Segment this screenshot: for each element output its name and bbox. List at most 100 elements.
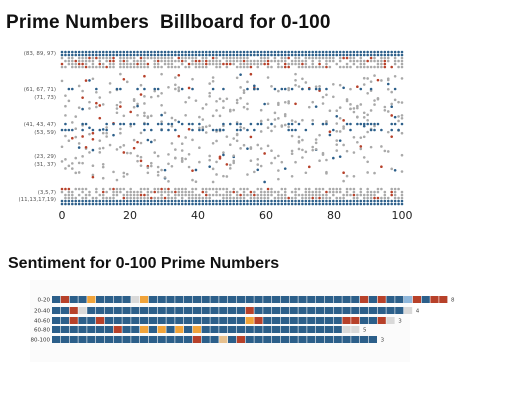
sentiment-tile bbox=[87, 326, 96, 333]
dot-marker bbox=[228, 199, 232, 203]
sentiment-tile bbox=[307, 307, 316, 314]
dot-marker bbox=[153, 138, 157, 142]
dot-marker bbox=[383, 62, 387, 66]
dot-marker bbox=[160, 72, 163, 76]
dot-marker bbox=[397, 196, 400, 200]
dot-marker bbox=[108, 59, 112, 63]
dot-marker bbox=[304, 187, 308, 191]
dot-marker bbox=[208, 53, 211, 57]
sentiment-tile bbox=[324, 296, 333, 303]
dot-marker bbox=[256, 196, 260, 200]
dot-marker bbox=[311, 119, 315, 122]
dot-marker bbox=[88, 79, 91, 82]
dot-marker bbox=[139, 93, 143, 96]
dot-marker bbox=[356, 106, 359, 110]
dot-marker bbox=[246, 199, 249, 203]
dot-marker bbox=[277, 177, 280, 181]
dot-marker bbox=[208, 82, 211, 85]
dot-marker bbox=[215, 99, 218, 103]
dot-marker bbox=[242, 91, 246, 95]
dot-marker bbox=[71, 196, 74, 200]
dot-marker bbox=[287, 56, 290, 60]
dot-marker bbox=[259, 119, 263, 123]
sentiment-tile bbox=[210, 296, 219, 303]
dot-marker bbox=[335, 122, 339, 125]
dot-marker bbox=[71, 53, 74, 57]
dot-marker bbox=[132, 202, 136, 206]
dot-marker bbox=[311, 190, 315, 194]
dot-marker bbox=[191, 196, 194, 200]
dot-marker bbox=[218, 59, 222, 63]
dot-marker bbox=[115, 187, 119, 191]
sentiment-tile bbox=[351, 307, 360, 314]
dot-marker bbox=[136, 193, 139, 197]
sentiment-tile bbox=[219, 296, 228, 303]
dot-marker bbox=[301, 87, 304, 91]
dot-marker bbox=[283, 112, 287, 116]
y-tick-label: (3,5,7) bbox=[38, 190, 56, 196]
dot-marker bbox=[366, 77, 369, 80]
dot-marker bbox=[136, 50, 139, 54]
dot-marker bbox=[112, 59, 115, 63]
dot-marker bbox=[160, 187, 163, 191]
dot-marker bbox=[235, 128, 239, 132]
dot-marker bbox=[98, 128, 102, 132]
dot-marker bbox=[81, 96, 84, 99]
dot-marker bbox=[380, 187, 383, 191]
dot-marker bbox=[390, 114, 393, 117]
dot-marker bbox=[314, 87, 318, 91]
sentiment-tile bbox=[395, 307, 404, 314]
sentiment-tile bbox=[219, 317, 228, 324]
dot-marker bbox=[270, 193, 273, 197]
sentiment-tile bbox=[280, 307, 289, 314]
dot-marker bbox=[383, 149, 387, 153]
dot-marker bbox=[153, 89, 157, 93]
dot-marker bbox=[180, 87, 184, 91]
dot-marker bbox=[74, 115, 78, 118]
dot-marker bbox=[139, 190, 143, 194]
dot-marker bbox=[211, 193, 215, 197]
dot-marker bbox=[119, 105, 122, 108]
dot-marker bbox=[270, 187, 273, 191]
sentiment-tile bbox=[113, 326, 122, 333]
dot-marker bbox=[386, 110, 390, 113]
dot-marker bbox=[366, 118, 369, 122]
dot-marker bbox=[98, 147, 102, 150]
dot-marker bbox=[174, 148, 177, 151]
dot-marker bbox=[194, 193, 198, 197]
dot-marker bbox=[314, 193, 318, 197]
dot-marker bbox=[191, 53, 194, 57]
dot-marker bbox=[318, 193, 321, 197]
dot-marker bbox=[187, 202, 191, 206]
dot-marker bbox=[311, 145, 315, 149]
dot-marker bbox=[338, 196, 342, 200]
sentiment-tile bbox=[421, 296, 430, 303]
dot-marker bbox=[119, 87, 122, 91]
dot-marker bbox=[218, 202, 222, 206]
dot-marker bbox=[338, 155, 342, 158]
dot-marker bbox=[328, 190, 332, 194]
dot-marker bbox=[208, 202, 211, 206]
dot-marker bbox=[386, 78, 390, 82]
dot-marker bbox=[349, 65, 352, 69]
dot-marker bbox=[136, 65, 139, 69]
dot-marker bbox=[136, 190, 139, 194]
dot-marker bbox=[239, 122, 242, 126]
sentiment-tile bbox=[60, 336, 69, 343]
dot-marker bbox=[225, 187, 229, 191]
dot-marker bbox=[397, 187, 400, 191]
dot-marker bbox=[101, 131, 105, 135]
dot-marker bbox=[71, 167, 74, 170]
dot-marker bbox=[167, 180, 170, 183]
dot-marker bbox=[314, 85, 318, 88]
dot-marker bbox=[174, 202, 177, 206]
dot-marker bbox=[321, 56, 325, 60]
sentiment-tile bbox=[377, 296, 386, 303]
sentiment-tile bbox=[192, 326, 201, 333]
dot-marker bbox=[242, 126, 246, 130]
dot-marker bbox=[362, 62, 366, 66]
dot-marker bbox=[132, 65, 136, 69]
dot-marker bbox=[283, 167, 287, 170]
dot-marker bbox=[191, 190, 194, 194]
dot-marker bbox=[345, 190, 349, 194]
